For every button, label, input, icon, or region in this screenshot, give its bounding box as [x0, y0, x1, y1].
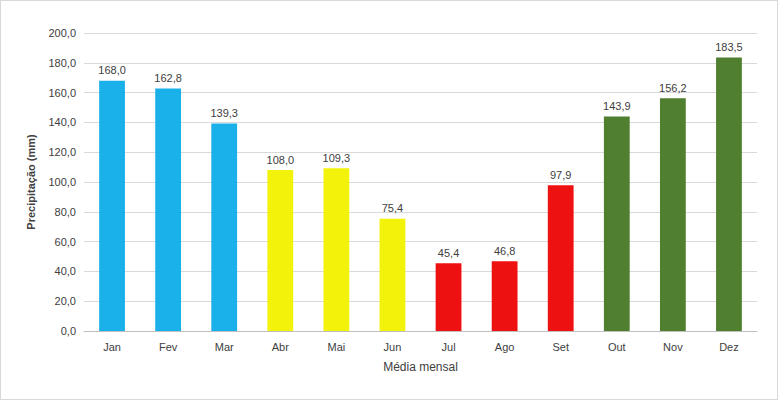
svg-text:Dez: Dez: [719, 341, 739, 353]
svg-text:Precipitação (mm): Precipitação (mm): [25, 134, 37, 230]
svg-text:80,0: 80,0: [55, 206, 76, 218]
svg-text:156,2: 156,2: [659, 82, 687, 94]
svg-text:162,8: 162,8: [154, 72, 182, 84]
svg-text:160,0: 160,0: [48, 87, 76, 99]
svg-text:0,0: 0,0: [61, 325, 76, 337]
svg-text:97,9: 97,9: [550, 169, 571, 181]
svg-text:Fev: Fev: [159, 341, 178, 353]
svg-text:Jul: Jul: [442, 341, 456, 353]
svg-text:20,0: 20,0: [55, 295, 76, 307]
svg-text:45,4: 45,4: [438, 247, 459, 259]
svg-text:Out: Out: [608, 341, 626, 353]
svg-text:140,0: 140,0: [48, 116, 76, 128]
svg-text:Set: Set: [552, 341, 569, 353]
svg-text:Mar: Mar: [215, 341, 234, 353]
svg-text:180,0: 180,0: [48, 57, 76, 69]
svg-text:40,0: 40,0: [55, 265, 76, 277]
svg-text:Abr: Abr: [272, 341, 289, 353]
svg-text:168,0: 168,0: [98, 64, 126, 76]
svg-text:108,0: 108,0: [267, 154, 295, 166]
svg-text:75,4: 75,4: [382, 202, 403, 214]
svg-text:60,0: 60,0: [55, 236, 76, 248]
svg-text:143,9: 143,9: [603, 100, 631, 112]
svg-text:Mai: Mai: [328, 341, 346, 353]
svg-text:100,0: 100,0: [48, 176, 76, 188]
svg-text:109,3: 109,3: [323, 152, 351, 164]
svg-text:Nov: Nov: [663, 341, 683, 353]
svg-text:200,0: 200,0: [48, 27, 76, 39]
svg-text:Jan: Jan: [103, 341, 121, 353]
svg-text:Jun: Jun: [384, 341, 402, 353]
svg-text:Média mensal: Média mensal: [383, 360, 458, 374]
svg-text:46,8: 46,8: [494, 245, 515, 257]
svg-text:183,5: 183,5: [715, 41, 743, 53]
svg-text:139,3: 139,3: [210, 107, 238, 119]
svg-text:Ago: Ago: [495, 341, 515, 353]
svg-text:120,0: 120,0: [48, 146, 76, 158]
